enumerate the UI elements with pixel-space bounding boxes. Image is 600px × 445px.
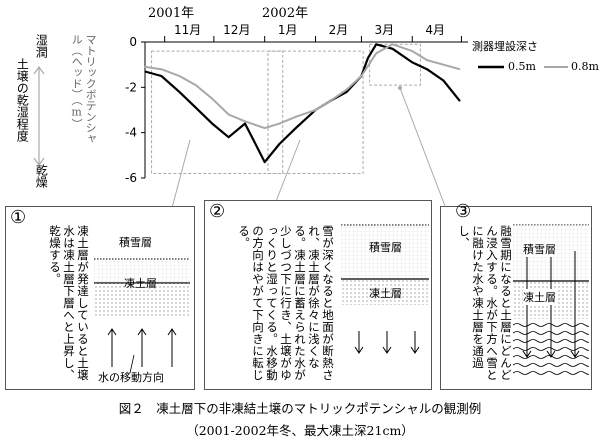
connector-2 xyxy=(274,139,301,205)
panel-1-snow-label: 積雪層 xyxy=(119,236,152,249)
connectors xyxy=(171,86,446,209)
x-tick-label-2: 1月 xyxy=(278,23,298,37)
panel-1-text: 凍土層が発達していると土壌水は凍土層下層へと上昇し、乾燥する。 xyxy=(48,225,90,381)
series-1-point-14 xyxy=(375,52,377,54)
series-1-point-18 xyxy=(442,64,445,66)
panel-2-text: 雪が深くなると地面が断熱され、凍土層が徐々に浅くなる。凍土層に蓄えられた水が少し… xyxy=(237,225,335,381)
legend-label-0: 0.5m xyxy=(508,60,536,73)
series-0-point-16 xyxy=(375,43,377,45)
series-0-point-21 xyxy=(459,100,461,102)
series-line-0 xyxy=(144,43,461,164)
series-0-point-8 xyxy=(264,161,266,163)
series-0-point-10 xyxy=(295,127,297,129)
zoom-box-2 xyxy=(267,50,364,174)
x-tick-label-0: 11月 xyxy=(174,23,201,37)
series-1-point-3 xyxy=(195,84,197,86)
y-tick-label-0: 0 xyxy=(129,35,137,49)
snow-layer xyxy=(94,259,190,283)
series-0-point-0 xyxy=(144,70,146,73)
series-1-point-19 xyxy=(459,68,461,70)
series-0-point-18 xyxy=(411,61,413,64)
panel-1: ① 凍土層が発達していると土壌水は凍土層下層へと上昇し、乾燥する。 積雪層 凍土… xyxy=(5,206,195,390)
y-tick-label-3: -6 xyxy=(125,171,137,185)
series-1-point-7 xyxy=(264,127,266,129)
panel-1-frozen-label: 凍土層 xyxy=(124,277,157,290)
connector-3 xyxy=(399,87,446,207)
year-label-2001: 2001年 xyxy=(148,6,195,21)
series-0-point-1 xyxy=(160,75,162,77)
panel-3: ③ 融雪期になると土層にどんどん浸入する。水が下方へ雪とに融けた水や凍土層を通過… xyxy=(440,201,592,390)
series-0-point-2 xyxy=(178,91,181,93)
potential-label-1: マトリックポテンシャ xyxy=(84,34,98,144)
series-1-point-13 xyxy=(360,75,363,77)
series-0-point-17 xyxy=(391,48,394,50)
series-1-point-17 xyxy=(426,59,428,61)
series-1-point-16 xyxy=(411,50,413,52)
panel-2-number: ② xyxy=(209,201,226,222)
series-1-point-1 xyxy=(160,68,162,70)
series-1-point-12 xyxy=(346,89,348,91)
series-1-point-0 xyxy=(144,66,146,68)
series-1-point-10 xyxy=(314,109,317,111)
series-0-point-9 xyxy=(278,143,281,145)
series-0-point-7 xyxy=(252,138,254,141)
potential-label-2: ル（ヘッド）（m） xyxy=(70,34,84,130)
panel-2-snow-label: 積雪層 xyxy=(369,241,402,254)
dry-label: 乾燥 xyxy=(34,164,49,188)
series-1-point-11 xyxy=(329,100,331,102)
zoom-box-1 xyxy=(151,50,284,174)
panel-2-frozen-label: 凍土層 xyxy=(369,287,402,300)
y-tick-label-1: -2 xyxy=(125,80,137,94)
series-0-point-4 xyxy=(211,123,213,125)
panel-3-number: ③ xyxy=(455,201,472,222)
panel-1-arrow-label: 水の移動方向 xyxy=(98,371,164,384)
panel-3-frozen-label: 凍土層 xyxy=(523,289,556,305)
series-0-point-13 xyxy=(346,91,348,93)
legend-label-1: 0.8m xyxy=(571,60,599,73)
series-1-point-5 xyxy=(228,113,230,116)
figure-caption-sub: （2001-2002年冬、最大凍土深21cm） xyxy=(186,423,414,438)
panel-2-diagram xyxy=(341,224,429,354)
series-1-point-2 xyxy=(178,75,181,77)
series-0-point-3 xyxy=(195,107,197,109)
panel-1-number: ① xyxy=(10,207,27,228)
panel-1-diagram xyxy=(94,258,190,374)
legend-title: 測器埋設深さ xyxy=(472,40,538,53)
series-line-1 xyxy=(144,43,461,130)
series-1-point-15 xyxy=(391,43,394,45)
series-1-point-6 xyxy=(244,120,246,122)
figure-caption: 図２ 凍土層下の非凍結土壌のマトリックポテンシャルの観測例 xyxy=(118,401,482,416)
series-1-point-8 xyxy=(278,123,281,125)
frozen-layer xyxy=(94,283,190,317)
legend: 0.5m 0.8m xyxy=(470,56,600,78)
x-tick-label-1: 12月 xyxy=(223,23,250,37)
series-0-point-6 xyxy=(244,123,246,125)
panel-2: ② 雪が深くなると地面が断熱され、凍土層が徐々に浅くなる。凍土層に蓄えられた水が… xyxy=(204,200,432,390)
series-0-point-19 xyxy=(426,68,428,70)
y-tick-label-2: -4 xyxy=(125,126,137,140)
series-0-point-5 xyxy=(228,136,230,138)
x-tick-label-5: 4月 xyxy=(425,23,445,37)
x-tick-label-3: 2月 xyxy=(329,23,349,37)
panel-3-text: 融雪期になると土層にどんどん浸入する。水が下方へ雪とに融けた水や凍土層を通過し、 xyxy=(457,225,513,381)
series-1-point-9 xyxy=(295,116,297,118)
panel-3-snow-label: 積雪層 xyxy=(523,241,556,257)
soil-moisture-label: 土壌の乾湿程度 xyxy=(15,58,30,142)
connector-1 xyxy=(171,139,191,209)
moist-label: 湿潤 xyxy=(34,34,49,58)
year-label-2002: 2002年 xyxy=(262,6,309,21)
potential-chart: 11月 12月 1月 2月 3月 4月 0 -2 -4 -6 xyxy=(125,23,468,185)
series-0-point-20 xyxy=(442,79,445,82)
x-tick-label-4: 3月 xyxy=(375,23,395,37)
moist-dry-arrow xyxy=(33,65,45,167)
series-1-point-4 xyxy=(211,98,213,100)
series-0-point-15 xyxy=(367,57,369,59)
